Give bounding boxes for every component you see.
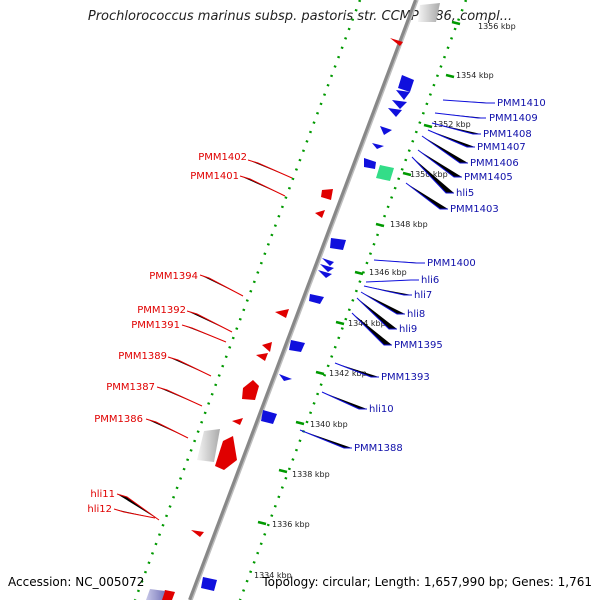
left-leader-lines bbox=[113, 159, 293, 521]
feature-arrow[interactable] bbox=[320, 264, 334, 272]
feature-arrow[interactable] bbox=[396, 90, 410, 100]
scale-label: 1352 kbp bbox=[433, 120, 471, 129]
major-ticks bbox=[257, 20, 461, 526]
scale-labels: 1356 kbp 1354 kbp 1352 kbp 1350 kbp 1348… bbox=[254, 22, 516, 580]
gene-label[interactable]: hli6 bbox=[421, 275, 439, 286]
feature-arrow[interactable] bbox=[388, 108, 402, 117]
gene-label[interactable]: PMM1403 bbox=[450, 204, 499, 215]
scale-label: 1354 kbp bbox=[456, 71, 494, 80]
gene-label[interactable]: PMM1400 bbox=[427, 258, 476, 269]
gene-label[interactable]: PMM1388 bbox=[354, 443, 403, 454]
scale-label: 1356 kbp bbox=[478, 22, 516, 31]
scale-label: 1342 kbp bbox=[329, 369, 367, 378]
feature-box[interactable] bbox=[146, 589, 165, 600]
gene-label[interactable]: PMM1406 bbox=[470, 158, 519, 169]
feature-arrow[interactable] bbox=[261, 410, 277, 424]
feature-arrow[interactable] bbox=[364, 158, 376, 169]
scale-label: 1334 kbp bbox=[254, 571, 292, 580]
gene-label[interactable]: PMM1387 bbox=[106, 382, 155, 393]
feature-arrow[interactable] bbox=[315, 210, 325, 218]
gene-label[interactable]: PMM1408 bbox=[483, 129, 532, 140]
feature-arrow[interactable] bbox=[322, 258, 334, 266]
feature-arrow[interactable] bbox=[380, 126, 392, 135]
feature-box[interactable] bbox=[215, 436, 237, 470]
genome-backbone bbox=[188, 0, 418, 600]
feature-box[interactable] bbox=[418, 3, 440, 22]
genome-info-text: Topology: circular; Length: 1,657,990 bp… bbox=[262, 575, 592, 589]
gene-label[interactable]: PMM1392 bbox=[137, 305, 186, 316]
feature-arrow[interactable] bbox=[330, 238, 346, 250]
forward-strand-features bbox=[146, 3, 440, 600]
feature-arrow[interactable] bbox=[318, 270, 332, 278]
right-labels: PMM1410 PMM1409 PMM1408 PMM1407 PMM1406 … bbox=[354, 98, 546, 454]
feature-arrow[interactable] bbox=[398, 75, 414, 92]
genome-backbone-shadow bbox=[191, 0, 419, 600]
rna-feature[interactable] bbox=[376, 165, 394, 181]
gene-label[interactable]: PMM1386 bbox=[94, 414, 143, 425]
gene-label[interactable]: PMM1394 bbox=[149, 271, 198, 282]
gene-label[interactable]: PMM1389 bbox=[118, 351, 167, 362]
feature-arrow[interactable] bbox=[289, 340, 305, 352]
feature-arrow[interactable] bbox=[262, 342, 272, 352]
accession-text: Accession: NC_005072 bbox=[8, 575, 145, 589]
gene-label[interactable]: PMM1401 bbox=[190, 171, 239, 182]
gene-label[interactable]: PMM1391 bbox=[131, 320, 180, 331]
feature-arrow[interactable] bbox=[392, 100, 407, 109]
scale-label: 1336 kbp bbox=[272, 520, 310, 529]
gene-label[interactable]: hli8 bbox=[407, 309, 425, 320]
gene-label[interactable]: hli5 bbox=[456, 188, 474, 199]
scale-label: 1346 kbp bbox=[369, 268, 407, 277]
gene-label[interactable]: PMM1409 bbox=[489, 113, 538, 124]
gene-label[interactable]: PMM1407 bbox=[477, 142, 526, 153]
gene-label[interactable]: hli10 bbox=[369, 404, 394, 415]
gene-label[interactable]: PMM1405 bbox=[464, 172, 513, 183]
feature-arrow[interactable] bbox=[321, 189, 333, 200]
feature-arrow[interactable] bbox=[279, 374, 292, 381]
gene-label[interactable]: hli12 bbox=[87, 504, 112, 515]
scale-label: 1338 kbp bbox=[292, 470, 330, 479]
inner-tick-track bbox=[133, 0, 362, 600]
feature-arrow[interactable] bbox=[372, 143, 384, 149]
feature-arrow[interactable] bbox=[191, 530, 204, 537]
feature-arrow[interactable] bbox=[201, 577, 217, 591]
left-labels: PMM1402 PMM1401 PMM1394 PMM1392 PMM1391 … bbox=[87, 152, 247, 515]
scale-label: 1348 kbp bbox=[390, 220, 428, 229]
map-title: Prochlorococcus marinus subsp. pastoris … bbox=[87, 9, 513, 24]
gene-label[interactable]: hli9 bbox=[399, 324, 417, 335]
scale-label: 1344 kbp bbox=[348, 319, 386, 328]
feature-arrow[interactable] bbox=[390, 38, 403, 46]
scale-label: 1340 kbp bbox=[310, 420, 348, 429]
feature-box[interactable] bbox=[197, 429, 220, 462]
gene-label[interactable]: hli7 bbox=[414, 290, 432, 301]
reverse-strand-features bbox=[160, 38, 403, 600]
gene-label[interactable]: PMM1410 bbox=[497, 98, 546, 109]
feature-arrow[interactable] bbox=[242, 380, 259, 400]
gene-label[interactable]: PMM1393 bbox=[381, 372, 430, 383]
gene-label[interactable]: PMM1395 bbox=[394, 340, 443, 351]
feature-arrow[interactable] bbox=[256, 353, 268, 361]
right-leader-lines bbox=[299, 99, 495, 449]
feature-arrow[interactable] bbox=[309, 294, 324, 304]
gene-label[interactable]: PMM1402 bbox=[198, 152, 247, 163]
outer-tick-track bbox=[238, 0, 468, 600]
feature-arrow[interactable] bbox=[232, 418, 243, 425]
feature-arrow[interactable] bbox=[275, 309, 289, 318]
gene-label[interactable]: hli11 bbox=[90, 489, 115, 500]
